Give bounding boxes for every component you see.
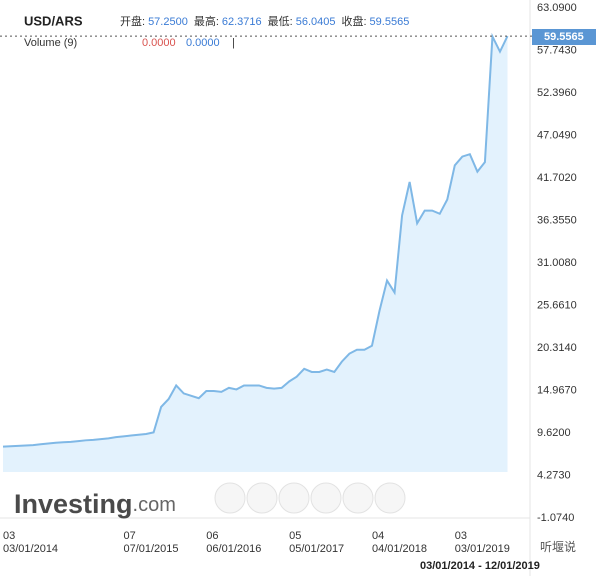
brand-name: Investing [14, 489, 133, 519]
x-tick-label: 03 [3, 530, 15, 542]
y-tick-label: 25.6610 [537, 299, 577, 311]
x-tick-label: 07 [123, 530, 135, 542]
x-tick-date: 03/01/2014 [3, 543, 58, 555]
info-value: 56.0405 [296, 16, 336, 28]
y-tick-label: 63.0900 [537, 2, 577, 14]
info-label: 最高: [194, 14, 219, 28]
y-tick-label: 20.3140 [537, 342, 577, 354]
nav-button[interactable] [246, 482, 278, 514]
volume-value: 0.0000 [186, 37, 220, 49]
y-tick-label: 14.9670 [537, 384, 577, 396]
nav-button[interactable] [374, 482, 406, 514]
x-tick-label: 05 [289, 530, 301, 542]
x-tick-label: 04 [372, 530, 384, 542]
y-tick-label: 47.0490 [537, 129, 577, 141]
info-label: 收盘: [341, 14, 366, 28]
info-label: 最低: [268, 15, 293, 28]
y-tick-label: 41.7020 [537, 172, 577, 184]
last-price-box [532, 29, 596, 45]
x-tick-date: 04/01/2018 [372, 543, 427, 555]
nav-button[interactable] [310, 482, 342, 514]
separator: | [232, 37, 235, 49]
nav-button[interactable] [214, 482, 246, 514]
x-tick-label: 03 [455, 530, 467, 542]
area-fill [3, 36, 508, 473]
symbol: USD/ARS [24, 13, 83, 28]
info-label: 开盘: [120, 14, 145, 28]
volume-label: Volume (9) [24, 37, 77, 49]
info-value: 59.5565 [370, 16, 410, 28]
last-price-label: 59.5565 [544, 31, 584, 43]
y-tick-label: 31.0080 [537, 257, 577, 269]
y-tick-label: 36.3550 [537, 214, 577, 226]
y-tick-label: 52.3960 [537, 87, 577, 99]
volume-value: 0.0000 [142, 37, 176, 49]
x-tick-date: 07/01/2015 [123, 543, 178, 555]
x-tick-label: 06 [206, 530, 218, 542]
range-label: 03/01/2014 - 12/01/2019 [420, 560, 540, 572]
brand: Investing.com [14, 489, 176, 519]
x-tick-date: 05/01/2017 [289, 543, 344, 555]
info-value: 62.3716 [222, 16, 262, 28]
nav-buttons[interactable] [214, 482, 406, 514]
nav-button[interactable] [342, 482, 374, 514]
x-tick-date: 03/01/2019 [455, 543, 510, 555]
x-tick-date: 06/01/2016 [206, 543, 261, 555]
brand-suffix: .com [133, 494, 176, 516]
line [2, 32, 509, 448]
info-value: 57.2500 [148, 16, 188, 28]
y-tick-label: 57.7430 [537, 44, 577, 56]
y-tick-label: -1.0740 [537, 512, 574, 524]
nav-button[interactable] [278, 482, 310, 514]
info-row: 开盘: 57.2500 最高: 62.3716 最低: 56.0405 收盘: 59.5565 [120, 14, 409, 28]
y-tick-label: 9.6200 [537, 427, 571, 439]
y-tick-label: 4.2730 [537, 469, 571, 481]
watermark: 听堰说 [540, 539, 576, 554]
